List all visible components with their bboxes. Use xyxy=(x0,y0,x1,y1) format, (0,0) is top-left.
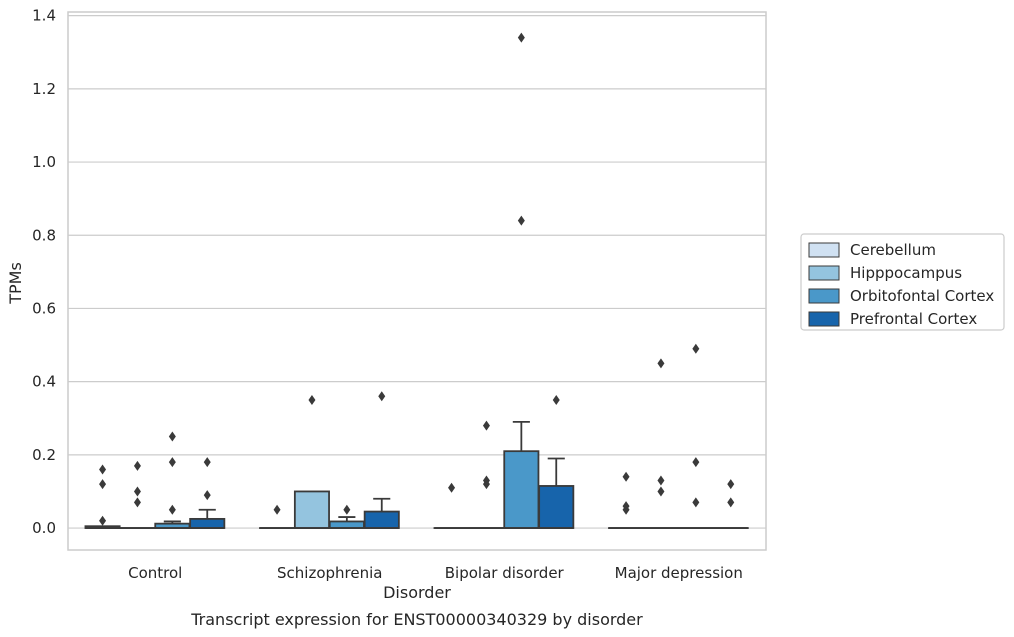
gridlines xyxy=(68,15,766,529)
y-tick-label: 0.4 xyxy=(32,373,56,391)
outlier-point xyxy=(727,479,735,490)
outlier-point xyxy=(378,391,386,402)
box-hipppocampus-0 xyxy=(119,460,156,529)
outlier-point xyxy=(133,460,141,471)
y-tick-label: 0.2 xyxy=(32,446,56,464)
outlier-point xyxy=(657,475,665,486)
outlier-point xyxy=(343,504,351,515)
outlier-point xyxy=(99,464,107,475)
box-cerebellum-1 xyxy=(259,504,296,529)
outlier-point xyxy=(692,343,700,354)
box-prefrontal-cortex-3 xyxy=(712,479,749,529)
chart-caption: Transcript expression for ENST0000034032… xyxy=(190,610,643,629)
outlier-point xyxy=(99,479,107,490)
outlier-point xyxy=(203,457,211,468)
plot-frame xyxy=(67,11,767,551)
legend: Cerebellum Hipppocampus Orbitofontal Corte… xyxy=(800,233,1005,331)
box-prefrontal-cortex-1 xyxy=(363,391,400,529)
x-axis-label: Disorder xyxy=(383,583,451,602)
outlier-point xyxy=(692,457,700,468)
outlier-point xyxy=(482,420,490,431)
y-tick-label: 1.2 xyxy=(32,80,56,98)
box-orbitofontal-cortex-2 xyxy=(503,32,540,529)
outlier-point xyxy=(482,475,490,486)
outlier-point xyxy=(517,215,525,226)
outlier-point xyxy=(657,358,665,369)
y-tick-label: 1.0 xyxy=(32,153,56,171)
outlier-point xyxy=(168,431,176,442)
legend-label: Hipppocampus xyxy=(850,264,962,282)
legend-swatch xyxy=(808,288,840,304)
outlier-point xyxy=(622,501,630,512)
outlier-point xyxy=(99,515,107,526)
box-hipppocampus-3 xyxy=(642,358,679,529)
outlier-point xyxy=(308,394,316,405)
legend-frame xyxy=(800,233,1005,331)
outlier-point xyxy=(273,504,281,515)
outlier-point xyxy=(168,504,176,515)
box-orbitofontal-cortex-3 xyxy=(677,343,714,529)
box-body xyxy=(503,450,540,529)
outlier-point xyxy=(692,497,700,508)
y-tick-label: 0.6 xyxy=(32,299,56,317)
box-body xyxy=(328,520,365,529)
box-prefrontal-cortex-2 xyxy=(538,394,575,529)
box-cerebellum-2 xyxy=(433,482,470,529)
x-tick-label: Schizophrenia xyxy=(277,564,382,582)
outlier-point xyxy=(727,497,735,508)
legend-label: Prefrontal Cortex xyxy=(850,310,977,328)
legend-swatch xyxy=(808,311,840,327)
box-orbitofontal-cortex-1 xyxy=(328,504,365,529)
boxes xyxy=(84,32,749,529)
x-tick-label: Bipolar disorder xyxy=(445,564,565,582)
y-tick-label: 1.4 xyxy=(32,7,56,25)
box-body xyxy=(293,490,330,529)
legend-swatch xyxy=(808,242,840,258)
y-tick-label: 0.8 xyxy=(32,226,56,244)
outlier-point xyxy=(552,394,560,405)
outlier-point xyxy=(133,497,141,508)
box-body xyxy=(189,517,226,529)
box-body xyxy=(363,510,400,529)
box-cerebellum-0 xyxy=(84,464,121,529)
box-hipppocampus-1 xyxy=(293,394,330,529)
outlier-point xyxy=(657,486,665,497)
x-tick-label: Major depression xyxy=(615,564,743,582)
y-axis-label: TPMs xyxy=(6,262,25,305)
outlier-point xyxy=(203,490,211,501)
legend-label: Cerebellum xyxy=(850,241,936,259)
x-tick-label: Control xyxy=(128,564,182,582)
box-cerebellum-3 xyxy=(608,471,645,529)
outlier-point xyxy=(168,457,176,468)
tick-labels: 0.0 0.2 0.4 0.6 0.8 1.0 1.2 1.4 Control Schizophr… xyxy=(32,7,743,582)
outlier-point xyxy=(517,32,525,43)
box-body xyxy=(538,485,575,529)
box-prefrontal-cortex-0 xyxy=(189,457,226,529)
box-orbitofontal-cortex-0 xyxy=(154,431,191,529)
legend-label: Orbitofontal Cortex xyxy=(850,287,994,305)
outlier-point xyxy=(448,482,456,493)
y-tick-label: 0.0 xyxy=(32,519,56,537)
legend-swatch xyxy=(808,265,840,281)
box-hipppocampus-2 xyxy=(468,420,505,529)
axes xyxy=(67,11,767,551)
outlier-point xyxy=(133,486,141,497)
outlier-point xyxy=(622,471,630,482)
